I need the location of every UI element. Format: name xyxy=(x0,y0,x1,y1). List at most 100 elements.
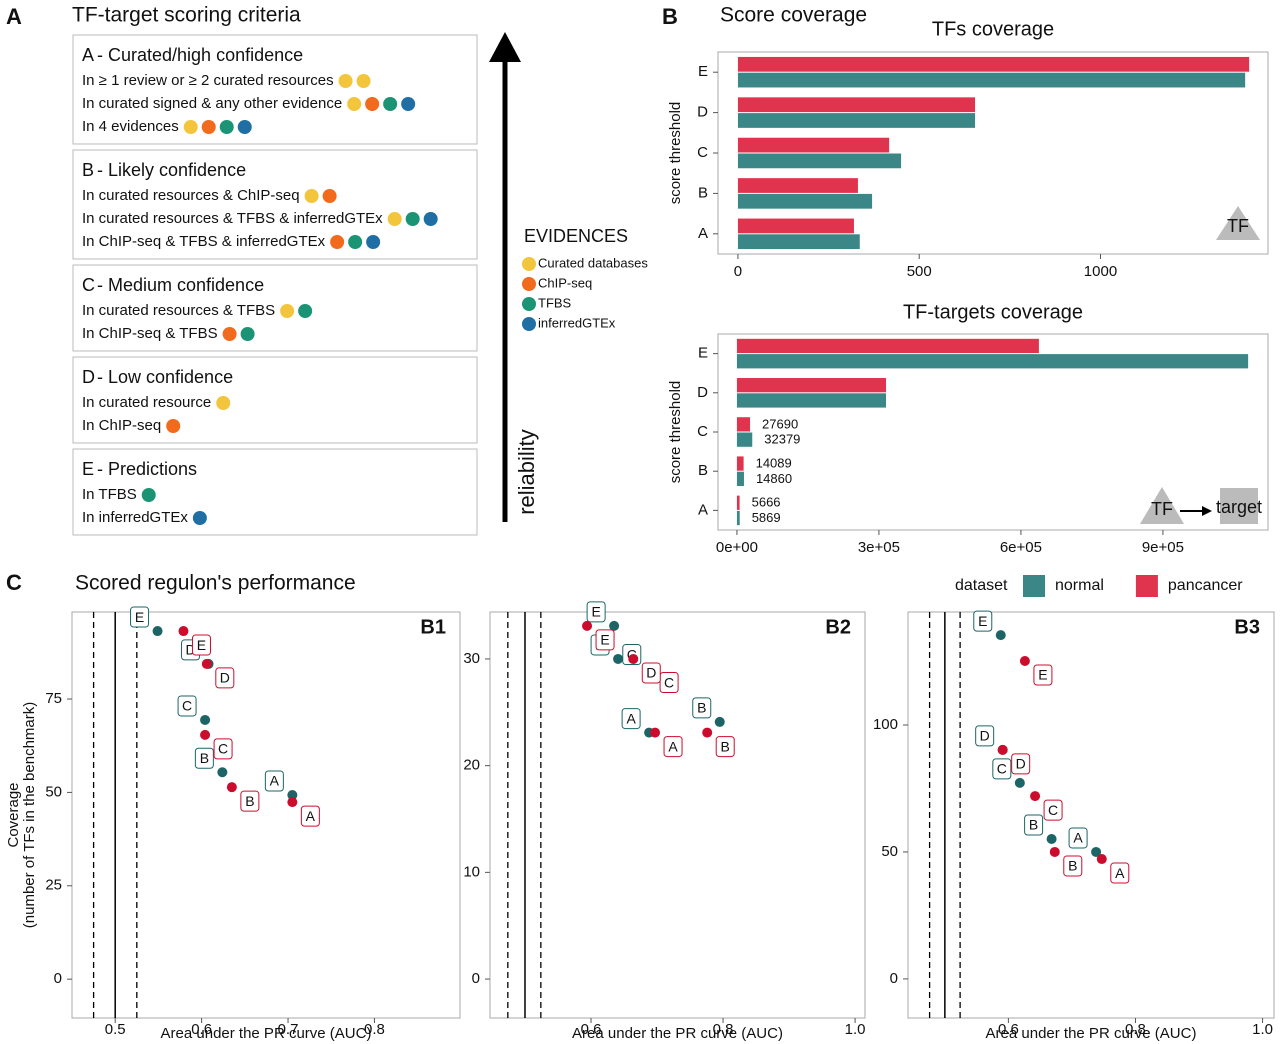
point-label: A xyxy=(1115,865,1125,881)
point xyxy=(201,658,212,669)
evidence-dot xyxy=(141,488,156,502)
point-label-box xyxy=(992,758,1012,780)
point-label-box xyxy=(264,770,284,792)
point-label-box xyxy=(130,606,150,628)
y-tick-label: 20 xyxy=(463,757,480,774)
plot-frame xyxy=(907,611,1275,1019)
y-tick-label: 0 xyxy=(890,970,898,987)
legend-label: TFBS xyxy=(538,295,572,310)
point-label: E xyxy=(978,613,987,629)
point-label: A xyxy=(1073,830,1083,846)
bar xyxy=(736,354,1249,369)
x-tick-label: 0e+00 xyxy=(716,539,758,556)
x-tick-label: 0 xyxy=(734,263,742,280)
point-label-box xyxy=(621,708,641,730)
bar xyxy=(736,417,751,432)
criteria-row: In curated resources & TFBS xyxy=(82,302,275,319)
point-label-box xyxy=(1011,753,1031,775)
point-label: A xyxy=(306,808,316,824)
point-label: D xyxy=(185,642,195,658)
panel-title: Score coverage xyxy=(720,4,867,27)
point-label-box xyxy=(215,667,235,689)
evidence-dot xyxy=(356,74,371,88)
icon-box xyxy=(1220,488,1258,524)
x-tick-label: 6e+05 xyxy=(1000,539,1042,556)
point-label: C xyxy=(1048,802,1058,818)
criteria-row: In ChIP-seq & TFBS & inferredGTEx xyxy=(82,233,326,250)
value-label: 5869 xyxy=(752,510,781,525)
icon-label: TF xyxy=(1227,216,1249,236)
evidence-dot xyxy=(219,120,234,134)
legend-title: EVIDENCES xyxy=(524,226,628,246)
criteria-letter: D xyxy=(82,367,95,387)
point-label-box xyxy=(973,610,993,632)
evidence-dot xyxy=(383,97,398,111)
bar xyxy=(737,193,873,209)
arrow-label: reliability xyxy=(514,429,539,515)
x-tick-label: 0.8 xyxy=(1125,1021,1146,1038)
point-label: C xyxy=(218,741,228,757)
bar xyxy=(737,72,1246,88)
point xyxy=(217,767,228,778)
y-axis-label: score threshold xyxy=(667,102,684,205)
point-label-box xyxy=(1068,827,1088,849)
value-label: 27690 xyxy=(762,416,798,431)
bar xyxy=(737,113,976,128)
point xyxy=(226,782,237,793)
point-label: A xyxy=(270,773,280,789)
evidence-dot xyxy=(304,189,319,203)
point-label-box xyxy=(1033,664,1053,686)
legend-label: ChIP-seq xyxy=(538,275,592,290)
x-tick-label: 1000 xyxy=(1084,263,1117,280)
legend-swatch xyxy=(1135,575,1158,597)
y-tick-label: 50 xyxy=(881,843,898,860)
panel-title: Scored regulon's performance xyxy=(75,572,356,595)
criteria-box xyxy=(72,149,478,260)
bar xyxy=(737,178,858,193)
evidence-dot xyxy=(366,235,381,249)
x-tick-label: 0.6 xyxy=(998,1021,1019,1038)
point-label-box xyxy=(1110,862,1130,884)
y-tick-label: B xyxy=(698,184,708,201)
point xyxy=(714,716,725,727)
point-label: E xyxy=(135,609,144,625)
point-label: B xyxy=(721,738,730,754)
point-label: E xyxy=(1038,667,1047,683)
bar xyxy=(737,234,860,250)
panel-letter: B xyxy=(662,4,678,29)
point xyxy=(997,744,1008,755)
icon-label: target xyxy=(1216,497,1262,517)
criteria-box xyxy=(72,356,478,444)
point xyxy=(1014,777,1025,788)
bar xyxy=(736,393,887,408)
evidence-dot xyxy=(322,189,337,203)
chart-label: B2 xyxy=(825,616,851,638)
point-label: D xyxy=(1016,756,1026,772)
criteria-letter: E xyxy=(82,459,94,479)
point-label: C xyxy=(997,761,1007,777)
criteria-row: In ChIP-seq xyxy=(82,417,161,434)
chart-label: B3 xyxy=(1234,616,1260,638)
y-tick-label: D xyxy=(697,104,708,121)
x-axis-label: Area under the PR curve (AUC) xyxy=(986,1025,1197,1042)
arrow-head xyxy=(489,32,521,62)
value-label: 32379 xyxy=(764,432,800,447)
criteria-row: In ChIP-seq & TFBS xyxy=(82,325,218,342)
value-label: 5666 xyxy=(752,495,781,510)
x-axis-label: Area under the PR curve (AUC) xyxy=(161,1025,372,1042)
point xyxy=(1019,656,1030,667)
panel-title: TF-target scoring criteria xyxy=(72,4,301,27)
evidence-dot xyxy=(222,327,237,341)
legend-label: Curated databases xyxy=(538,255,648,270)
evidence-dot xyxy=(216,396,231,410)
x-tick-label: 0.5 xyxy=(105,1021,126,1038)
point-label: E xyxy=(600,632,609,648)
icon-triangle xyxy=(1216,206,1260,240)
evidence-dot xyxy=(166,419,181,433)
point xyxy=(702,727,713,738)
point-label: B xyxy=(200,750,209,766)
criteria-box xyxy=(72,264,478,352)
y-tick-label: 100 xyxy=(873,716,898,733)
point-label-box xyxy=(300,805,320,827)
point-label: C xyxy=(664,674,674,690)
